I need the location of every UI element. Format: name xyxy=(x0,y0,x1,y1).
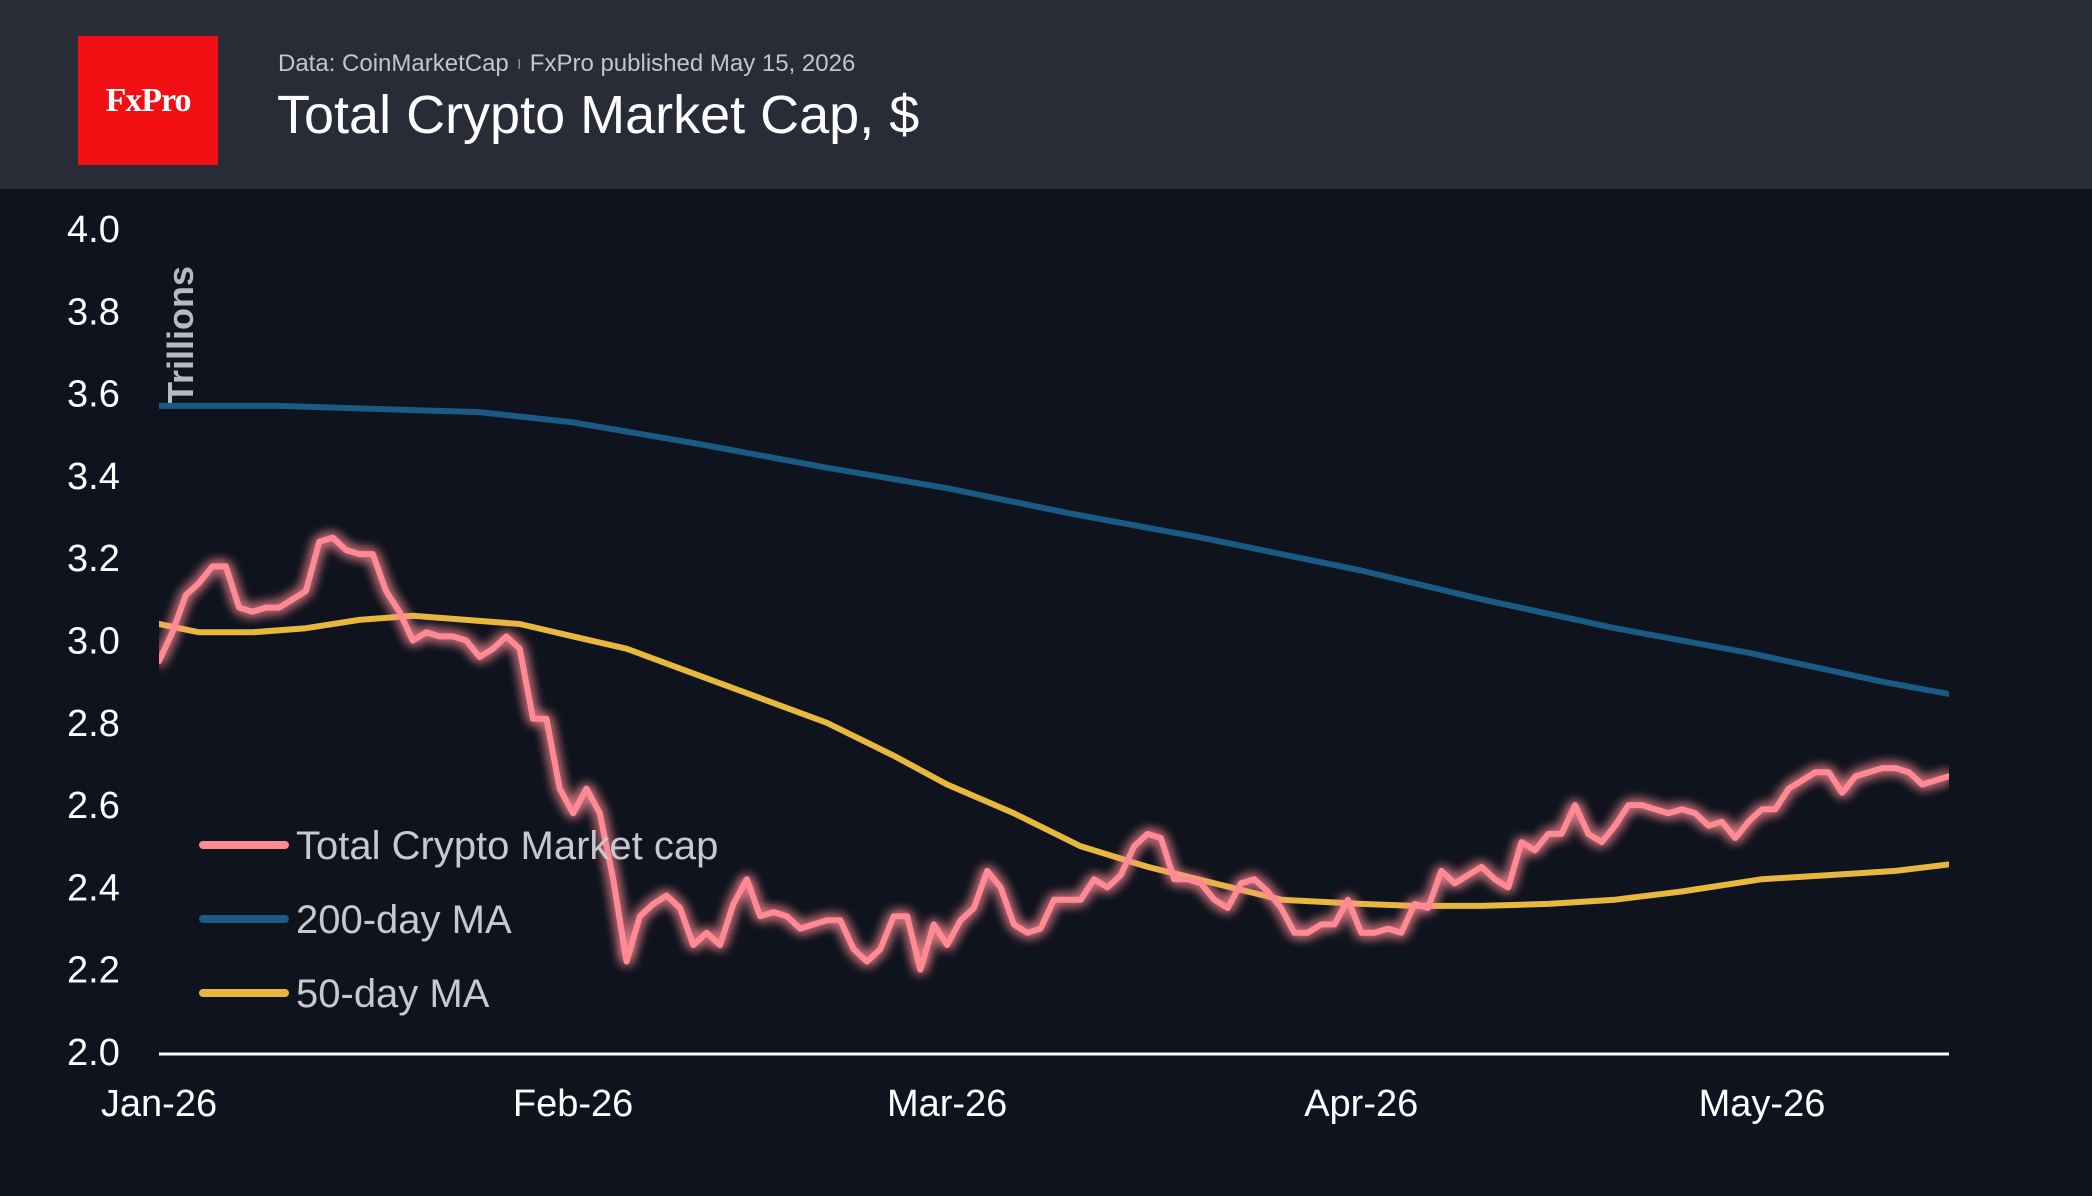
y-tick-label: 3.4 xyxy=(67,456,120,498)
y-tick-label: 3.0 xyxy=(67,621,120,663)
x-tick-label: Feb-26 xyxy=(513,1083,633,1125)
y-tick-label: 2.2 xyxy=(67,950,120,992)
data-source: Data: CoinMarketCap xyxy=(278,50,509,77)
header-bar: FxPro Data: CoinMarketCap ı FxPro publishe… xyxy=(0,0,2092,189)
y-axis-ticks: 2.0 2.2 2.4 2.6 2.8 3.0 3.2 3.4 3.6 3.8 4.0 xyxy=(67,209,120,1074)
legend-label-200-day-ma: 200-day MA xyxy=(296,898,512,942)
page-title: Total Crypto Market Cap, $ xyxy=(277,85,920,145)
subtitle-separator: ı xyxy=(516,53,522,73)
published-date: FxPro published May 15, 2026 xyxy=(529,50,856,77)
legend-label-50-day-ma: 50-day MA xyxy=(296,972,490,1016)
x-tick-label: Mar-26 xyxy=(887,1083,1007,1125)
y-tick-label: 4.0 xyxy=(67,209,120,251)
chart-subtitle: Data: CoinMarketCap ı FxPro published May … xyxy=(278,50,855,78)
y-tick-label: 3.8 xyxy=(67,291,120,333)
series-line-200-day-ma xyxy=(159,402,1949,698)
y-tick-label: 2.0 xyxy=(67,1032,120,1074)
series-line-total-crypto-market-cap xyxy=(159,534,1949,973)
series-line-50-day-ma xyxy=(159,612,1949,909)
x-tick-label: Jan-26 xyxy=(101,1083,217,1125)
x-axis-ticks: Jan-26 Feb-26 Mar-26 Apr-26 May-26 xyxy=(101,1083,1825,1125)
y-tick-label: 3.6 xyxy=(67,374,120,416)
y-axis-label: Trillions xyxy=(160,266,201,404)
fxpro-logo: FxPro xyxy=(78,36,218,165)
y-tick-label: 2.8 xyxy=(67,703,120,745)
series-lines xyxy=(159,402,1949,973)
legend: Total Crypto Market cap 200-day MA 50-day … xyxy=(199,824,718,1016)
logo-text: FxPro xyxy=(105,81,191,119)
x-tick-label: May-26 xyxy=(1699,1083,1826,1125)
y-tick-label: 2.4 xyxy=(67,867,120,909)
legend-label-total-crypto-market-cap: Total Crypto Market cap xyxy=(296,824,718,868)
y-tick-label: 3.2 xyxy=(67,538,120,580)
y-tick-label: 2.6 xyxy=(67,785,120,827)
x-tick-label: Apr-26 xyxy=(1304,1083,1418,1125)
